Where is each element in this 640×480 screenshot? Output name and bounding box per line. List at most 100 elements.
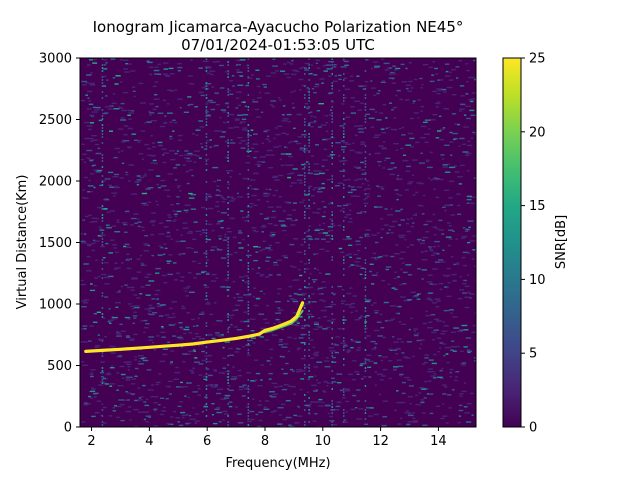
noise-pixel	[294, 320, 298, 322]
noise-pixel	[158, 315, 164, 317]
noise-pixel	[174, 215, 178, 217]
noise-pixel	[169, 150, 175, 152]
noise-pixel	[373, 362, 378, 364]
noise-pixel	[247, 134, 252, 137]
noise-pixel	[329, 420, 335, 422]
noise-pixel	[439, 347, 442, 349]
noise-pixel	[332, 293, 336, 296]
noise-pixel	[217, 220, 223, 223]
noise-pixel	[100, 381, 105, 383]
noise-pixel	[358, 85, 364, 87]
x-tick-label: 2	[87, 434, 95, 449]
noise-pixel	[426, 166, 433, 169]
noise-pixel	[97, 147, 101, 150]
noise-pixel	[374, 371, 378, 373]
noise-pixel	[80, 283, 86, 286]
interference-pixel	[304, 85, 306, 87]
noise-pixel	[179, 335, 182, 337]
noise-pixel	[318, 272, 322, 274]
noise-pixel	[338, 155, 341, 157]
noise-pixel	[318, 398, 323, 401]
noise-pixel	[253, 188, 259, 190]
noise-pixel	[209, 70, 216, 72]
noise-pixel	[87, 403, 91, 405]
noise-pixel	[423, 397, 427, 399]
noise-pixel	[385, 266, 392, 268]
noise-pixel	[387, 168, 393, 170]
noise-pixel	[279, 99, 282, 101]
noise-pixel	[159, 125, 166, 128]
noise-pixel	[101, 273, 107, 276]
noise-pixel	[281, 346, 288, 348]
noise-pixel	[373, 257, 377, 259]
noise-pixel	[121, 377, 125, 379]
noise-pixel	[439, 79, 444, 81]
noise-pixel	[410, 291, 416, 293]
noise-pixel	[224, 233, 227, 236]
noise-pixel	[224, 140, 228, 143]
noise-pixel	[133, 294, 138, 296]
interference-pixel	[331, 301, 333, 303]
noise-pixel	[316, 325, 323, 328]
noise-pixel	[379, 313, 383, 316]
interference-pixel	[308, 310, 310, 312]
interference-pixel	[247, 415, 250, 417]
noise-pixel	[173, 167, 177, 169]
noise-pixel	[156, 204, 159, 206]
noise-pixel	[469, 392, 474, 395]
noise-pixel	[344, 303, 348, 306]
noise-pixel	[297, 405, 300, 408]
noise-pixel	[378, 393, 381, 396]
noise-pixel	[225, 102, 229, 105]
noise-pixel	[234, 304, 241, 306]
interference-pixel	[205, 199, 208, 201]
noise-pixel	[261, 231, 264, 233]
noise-pixel	[333, 423, 337, 426]
noise-pixel	[156, 73, 162, 75]
noise-pixel	[289, 298, 295, 300]
noise-pixel	[350, 106, 355, 108]
interference-pixel	[343, 349, 345, 351]
noise-pixel	[465, 228, 469, 231]
interference-pixel	[308, 421, 310, 423]
noise-pixel	[256, 199, 261, 201]
noise-pixel	[218, 421, 222, 423]
interference-pixel	[331, 412, 333, 414]
noise-pixel	[185, 413, 189, 416]
noise-pixel	[138, 411, 144, 413]
noise-pixel	[461, 237, 465, 239]
noise-pixel	[89, 122, 94, 124]
noise-pixel	[460, 95, 465, 97]
noise-pixel	[454, 345, 460, 348]
noise-pixel	[227, 183, 230, 185]
noise-pixel	[192, 391, 198, 393]
noise-pixel	[311, 315, 315, 318]
noise-pixel	[178, 139, 183, 141]
noise-pixel	[317, 317, 321, 319]
interference-pixel	[101, 307, 104, 309]
interference-pixel	[227, 370, 229, 372]
noise-pixel	[401, 323, 406, 325]
noise-pixel	[162, 154, 165, 156]
noise-pixel	[410, 146, 414, 148]
interference-pixel	[227, 91, 229, 93]
noise-pixel	[304, 404, 310, 407]
noise-pixel	[396, 401, 402, 404]
interference-pixel	[247, 388, 250, 390]
noise-pixel	[363, 277, 366, 280]
noise-pixel	[421, 278, 424, 280]
interference-pixel	[343, 58, 345, 60]
noise-pixel	[172, 119, 176, 121]
noise-pixel	[226, 170, 230, 172]
noise-pixel	[116, 221, 120, 223]
y-tick-label: 3000	[39, 52, 72, 67]
noise-pixel	[400, 251, 406, 253]
noise-pixel	[112, 93, 116, 95]
echo-point	[263, 329, 267, 332]
interference-pixel	[227, 256, 229, 258]
noise-pixel	[281, 368, 284, 370]
noise-pixel	[298, 406, 301, 409]
noise-pixel	[322, 138, 328, 141]
interference-pixel	[247, 67, 250, 69]
noise-pixel	[180, 234, 183, 236]
